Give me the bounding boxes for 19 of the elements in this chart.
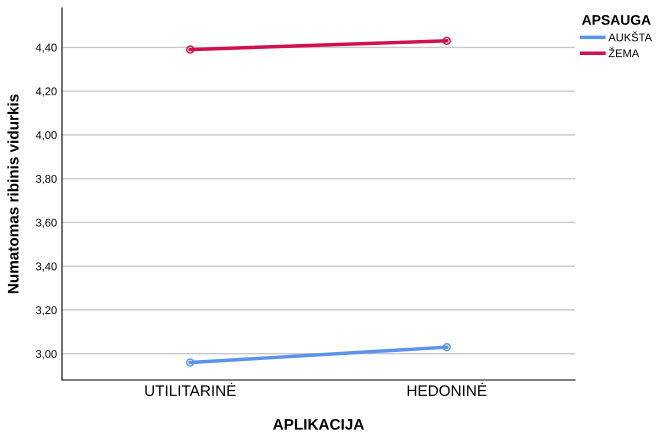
legend-label: ŽEMA bbox=[608, 47, 640, 58]
point bbox=[442, 36, 451, 45]
legend-title: APSAUGA bbox=[582, 15, 651, 25]
point bbox=[186, 45, 194, 54]
y-tick-label: 3,00 bbox=[36, 350, 57, 360]
x-tick-label: UTILITARINĖ bbox=[145, 382, 236, 396]
y-tick-label: 4,40 bbox=[36, 44, 57, 53]
x-axis-title: APLIKACIJA bbox=[273, 418, 364, 430]
y-tick-label: 4,00 bbox=[36, 131, 57, 140]
y-tick-label: 3,80 bbox=[36, 174, 57, 184]
point bbox=[442, 343, 451, 352]
point bbox=[186, 358, 194, 367]
y-tick-label: 4,20 bbox=[36, 87, 57, 97]
x-tick-label: HEDONINĖ bbox=[408, 382, 486, 396]
y-tick-label: 3,20 bbox=[36, 306, 57, 316]
y-axis-title: Numatomas ribinis vidurkis bbox=[7, 94, 19, 294]
y-tick-label: 3,40 bbox=[36, 262, 57, 272]
y-tick-label: 3,60 bbox=[36, 218, 57, 228]
legend-label: AUKŠTA bbox=[608, 32, 652, 42]
